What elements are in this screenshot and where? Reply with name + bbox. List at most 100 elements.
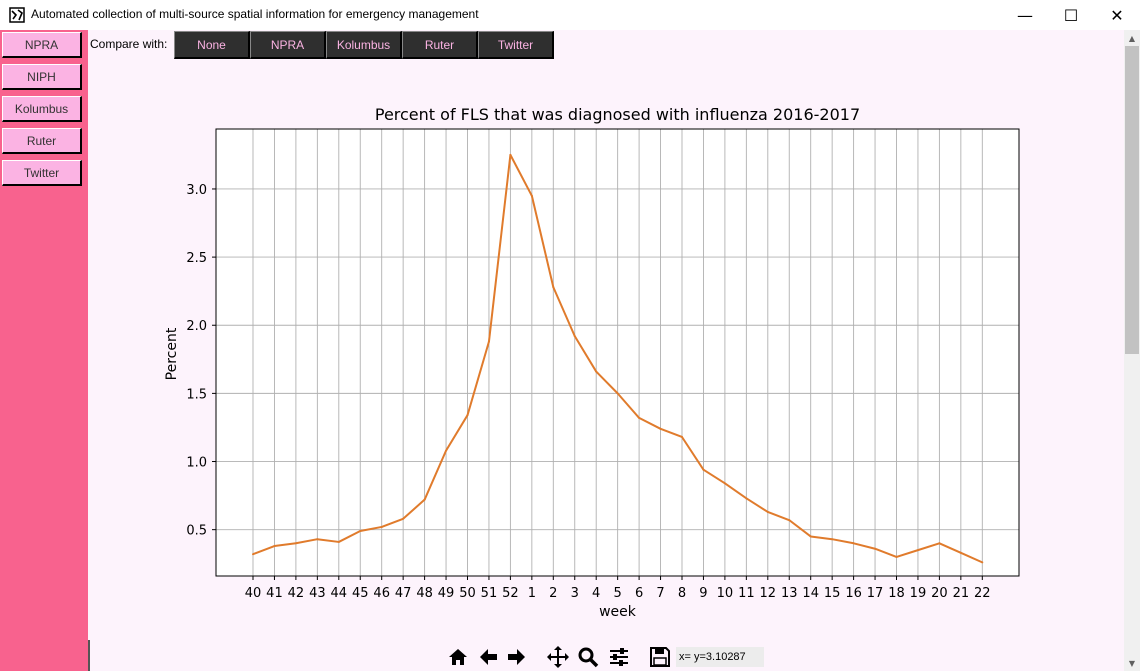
data-point — [809, 535, 812, 538]
x-tick-label: 3 — [571, 586, 579, 601]
forward-arrow-icon[interactable] — [503, 643, 531, 671]
compare-none-button[interactable]: None — [174, 31, 250, 59]
y-tick-label: 1.0 — [186, 456, 207, 471]
configure-subplots-icon[interactable] — [605, 643, 633, 671]
data-point — [466, 414, 469, 417]
app-icon — [9, 7, 25, 23]
influenza-line-chart[interactable]: 40 41 42 43 44 45 46 47 48 49 50 51 52 1 2 3 4 5 6 7 8 9 10 11 1… — [88, 90, 1118, 630]
data-point — [938, 542, 941, 545]
data-point — [831, 538, 834, 541]
compare-kolumbus-button[interactable]: Kolumbus — [326, 31, 402, 59]
scroll-up-icon[interactable]: ▲ — [1128, 33, 1136, 43]
chart-title: Percent of FLS that was diagnosed with i… — [375, 105, 860, 124]
data-point — [552, 286, 555, 289]
y-tick-label: 3.0 — [186, 183, 207, 198]
data-point — [423, 498, 426, 501]
y-tick-label: 0.5 — [186, 524, 207, 539]
pan-icon[interactable] — [544, 643, 572, 671]
coordinate-readout: x= y=3.10287 — [676, 647, 764, 667]
data-point — [316, 538, 319, 541]
plot-frame — [215, 128, 1020, 577]
data-point — [273, 545, 276, 548]
data-point — [616, 392, 619, 395]
data-point — [723, 482, 726, 485]
x-tick-label: 41 — [266, 586, 283, 601]
x-tick-label: 50 — [459, 586, 476, 601]
compare-ruter-button[interactable]: Ruter — [402, 31, 478, 59]
x-tick-label: 52 — [502, 586, 519, 601]
sidebar-item-twitter[interactable]: Twitter — [2, 160, 82, 186]
data-point — [981, 561, 984, 564]
maximize-button[interactable]: ☐ — [1063, 5, 1079, 25]
x-tick-label: 49 — [438, 586, 455, 601]
x-tick-label: 15 — [824, 586, 841, 601]
x-tick-label: 42 — [288, 586, 305, 601]
window-title: Automated collection of multi-source spa… — [31, 7, 479, 21]
x-tick-label: 7 — [656, 586, 664, 601]
compare-label: Compare with: — [90, 37, 168, 51]
data-point — [745, 497, 748, 500]
x-tick-label: 13 — [781, 586, 798, 601]
data-point — [252, 553, 254, 556]
x-tick-label: 1 — [528, 586, 536, 601]
sidebar-item-niph[interactable]: NIPH — [2, 64, 82, 90]
data-point — [530, 194, 533, 197]
y-tick-label: 2.0 — [186, 319, 207, 334]
x-axis-label: week — [599, 604, 637, 620]
home-icon[interactable] — [444, 643, 472, 671]
back-arrow-icon[interactable] — [474, 643, 502, 671]
data-point — [445, 449, 448, 452]
compare-twitter-button[interactable]: Twitter — [478, 31, 554, 59]
data-point — [573, 335, 576, 338]
x-tick-label: 21 — [953, 586, 970, 601]
data-point — [595, 370, 598, 373]
data-point — [509, 153, 512, 156]
x-tick-label: 51 — [481, 586, 498, 601]
data-point — [380, 525, 383, 528]
x-tick-label: 5 — [614, 586, 622, 601]
x-tick-label: 47 — [395, 586, 412, 601]
x-tick-label: 2 — [549, 586, 557, 601]
y-axis-label: Percent — [164, 327, 180, 380]
x-tick-label: 40 — [245, 586, 262, 601]
x-tick-label: 4 — [592, 586, 600, 601]
x-tick-label: 16 — [845, 586, 862, 601]
plot-toolbar — [444, 643, 768, 671]
title-bar: Automated collection of multi-source spa… — [0, 0, 1140, 30]
data-point — [487, 340, 490, 343]
x-tick-label: 12 — [760, 586, 777, 601]
close-button[interactable]: ✕ — [1110, 5, 1124, 25]
x-tick-label: 44 — [331, 586, 348, 601]
sidebar-item-kolumbus[interactable]: Kolumbus — [2, 96, 82, 122]
save-icon[interactable] — [646, 643, 674, 671]
data-point — [874, 547, 877, 550]
data-point — [788, 519, 791, 522]
x-tick-label: 8 — [678, 586, 686, 601]
data-point — [959, 551, 962, 554]
scroll-down-icon[interactable]: ▼ — [1128, 658, 1136, 668]
data-point — [702, 468, 705, 471]
data-point — [294, 542, 297, 545]
data-point — [766, 510, 769, 513]
compare-npra-button[interactable]: NPRA — [250, 31, 326, 59]
x-tick-label: 22 — [974, 586, 991, 601]
y-tick-label: 1.5 — [186, 387, 207, 402]
data-point — [916, 549, 919, 552]
data-point — [895, 555, 898, 558]
sidebar-item-npra[interactable]: NPRA — [2, 32, 82, 58]
x-tick-label: 17 — [867, 586, 884, 601]
data-point — [359, 530, 362, 533]
data-point — [659, 427, 662, 430]
x-tick-label: 14 — [802, 586, 819, 601]
data-point — [638, 416, 641, 419]
x-tick-label: 9 — [699, 586, 707, 601]
zoom-icon[interactable] — [574, 643, 602, 671]
x-tick-label: 6 — [635, 586, 643, 601]
x-tick-label: 46 — [373, 586, 390, 601]
data-point — [402, 517, 405, 520]
vertical-scrollbar[interactable]: ▲ ▼ — [1124, 30, 1140, 671]
sidebar-item-ruter[interactable]: Ruter — [2, 128, 82, 154]
minimize-button[interactable]: — — [1017, 5, 1033, 25]
scroll-thumb[interactable] — [1125, 46, 1139, 354]
x-tick-label: 11 — [738, 586, 755, 601]
